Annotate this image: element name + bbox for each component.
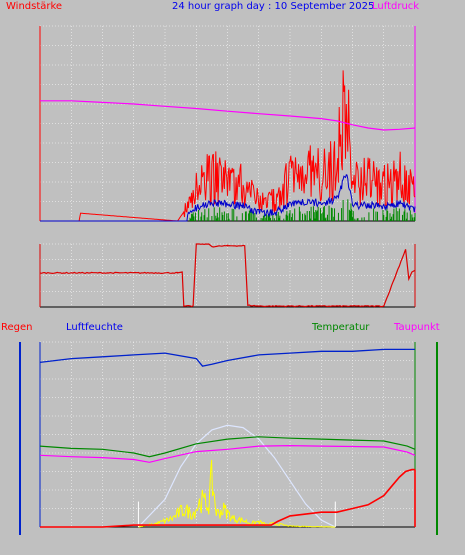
solar-max-line [137,424,336,528]
humidity-axis-title: Luftfeuchte [66,322,123,333]
page-title: 24 hour graph day : 10 September 2025 [172,1,374,12]
wind-bars [189,199,416,221]
temperature-axis-title: Temperatur [311,322,370,333]
rain-line [40,468,415,528]
wind-average-line [40,174,416,222]
wind-direction-panel [39,243,416,308]
dewpoint-line [39,444,416,463]
dewpoint-axis-title: Taupunkt [393,322,440,333]
rain-axis-title: Regen [1,322,33,333]
solar-line [138,459,336,528]
pressure-axis-title: Luftdruck [372,1,419,12]
wind-axis-title: Windstärke [6,1,62,12]
wind-speed-line [40,70,416,222]
wind-pressure-panel [39,25,416,222]
humidity-temp-rain-panel [19,341,438,535]
temperature-line [39,436,416,458]
humidity-line [39,348,415,367]
wind-direction-line [39,243,416,308]
pressure-line [40,100,416,131]
